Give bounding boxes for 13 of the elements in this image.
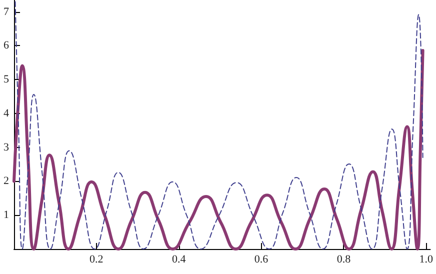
x-tick-label: 0.6 — [254, 254, 269, 266]
y-tick-label: 7 — [4, 6, 10, 18]
y-tick-label: 1 — [4, 209, 9, 222]
y-tick-label: 4 — [4, 107, 10, 120]
y-tick-label: 6 — [4, 40, 10, 52]
y-tick-label: 5 — [4, 74, 10, 86]
x-tick-label: 0.8 — [336, 254, 352, 266]
x-tick-label: 0.2 — [90, 254, 104, 266]
x-tick-label: 1.0 — [419, 254, 434, 266]
x-tick-label: 0.4 — [172, 254, 186, 266]
y-tick-label: 3 — [4, 141, 10, 154]
line-series — [12, 48, 424, 250]
y-tick-label: 2 — [4, 175, 9, 188]
